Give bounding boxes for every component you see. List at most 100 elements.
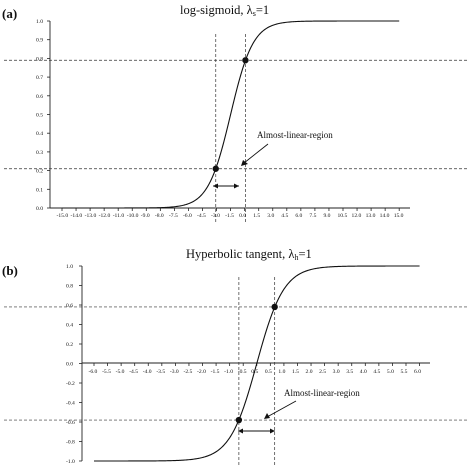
panel-a-annotation-pointer-head [241,160,248,166]
a-x-tick-label: 12.0 [352,213,362,219]
a-x-tick-label: 13.0 [366,213,376,219]
panel-b-annotation-label: Almost-linear-region [284,388,360,398]
panel-b-points [235,303,278,424]
a-y-tick-label: 0.8 [36,56,43,62]
b-x-tick-label: -4.5 [129,369,138,375]
a-marked-point [242,57,249,64]
a-x-tick-label: -15.0 [57,213,69,219]
a-x-tick-label: -14.0 [71,213,83,219]
b-y-tick-label: -0.4 [66,401,75,407]
a-x-tick-label: 1.5 [253,213,260,219]
a-x-tick-label: -13.0 [85,213,97,219]
a-y-tick-label: 0.7 [36,75,43,81]
b-x-tick-label: -2.5 [183,369,192,375]
b-y-tick-label: 0.4 [66,323,73,329]
a-x-tick-label: 7.5 [309,213,316,219]
b-x-tick-label: 6.0 [414,369,421,375]
a-x-tick-label: -11.0 [113,213,125,219]
b-x-tick-label: 2.0 [306,369,313,375]
a-x-tick-label: -1.5 [225,213,234,219]
b-x-tick-label: -1.5 [211,369,220,375]
b-x-tick-label: 4.5 [373,369,380,375]
b-x-tick-label: 1.5 [292,369,299,375]
panel-a-y-ticks: 1.0 0.9 0.8 0.7 0.6 0.5 0.4 0.3 0.2 0.1 0.0 [36,19,50,212]
panel-b: (b) Hyperbolic tangent, λh=1 1.0 0.8 0.6 0.… [2,247,468,467]
b-y-tick-label: 0.6 [66,303,73,309]
a-x-tick-label: 6.0 [295,213,302,219]
panel-a-region-arrow-right [234,183,239,189]
panel-b-annotation-pointer-head [264,413,270,419]
a-y-tick-label: 0.3 [36,150,43,156]
b-y-tick-label: 0.8 [66,284,73,290]
a-x-tick-label: 3.0 [267,213,274,219]
b-x-tick-label: -4.0 [143,369,152,375]
a-y-tick-label: 0.2 [36,169,43,175]
a-y-tick-label: 0.9 [36,38,43,44]
panel-a-title: log-sigmoid, λs=1 [180,3,269,18]
panel-b-annotation: Almost-linear-region [238,388,360,434]
b-x-tick-label: 3.5 [346,369,353,375]
a-x-tick-label: -9.0 [141,213,150,219]
b-y-tick-label: 0.0 [66,362,73,368]
b-x-tick-label: 1.0 [278,369,285,375]
b-x-tick-label: -3.0 [170,369,179,375]
panel-a-annotation-label: Almost-linear-region [257,130,333,140]
a-x-tick-label: -6.0 [183,213,192,219]
b-y-tick-label: -0.2 [66,381,75,387]
b-x-tick-label: -2.0 [197,369,206,375]
panel-a-points [212,57,249,172]
panel-b-annotation-pointer [266,400,297,418]
b-x-tick-label: 2.5 [319,369,326,375]
panel-a-guides [4,34,468,222]
panel-a-x-ticks: -15.0 -14.0 -13.0 -12.0 -11.0 -10.0 -9.0 -8.0 -7… [57,208,404,219]
a-x-tick-label: 10.5 [338,213,348,219]
b-x-tick-label: 0.5 [265,369,272,375]
b-marked-point [235,416,243,424]
panel-a-curve [62,20,400,209]
panel-a-annotation: Almost-linear-region [213,130,333,189]
a-marked-point [212,165,219,172]
panel-b-region-arrow-left [238,428,243,434]
b-x-tick-label: -3.5 [156,369,165,375]
b-y-tick-label: -0.6 [66,420,75,426]
a-x-tick-label: -12.0 [99,213,111,219]
b-y-tick-label: 1.0 [66,264,73,270]
b-x-tick-label: 4.0 [360,369,367,375]
panel-b-guides [4,277,468,467]
a-y-tick-label: 0.5 [36,113,43,119]
b-marked-point [271,303,278,311]
a-x-tick-label: -8.0 [155,213,164,219]
b-x-tick-label: 5.5 [400,369,407,375]
a-x-tick-label: -4.5 [197,213,206,219]
a-x-tick-label: 9.0 [323,213,330,219]
b-x-tick-label: 5.0 [387,369,394,375]
a-y-tick-label: 1.0 [36,19,43,25]
a-y-tick-label: 0.0 [36,206,43,212]
b-x-tick-label: -1.0 [224,369,233,375]
panel-b-curve [94,265,420,462]
b-x-tick-label: -5.5 [102,369,111,375]
b-x-tick-label: 3.0 [333,369,340,375]
a-x-tick-label: -7.5 [169,213,178,219]
b-y-tick-label: -1.0 [66,459,75,465]
panel-b-x-ticks: -6.0 -5.5 -5.0 -4.5 -4.0 -3.5 -3.0 -2.5 -2.0 -1.5… [89,363,421,375]
b-x-tick-label: -6.0 [89,369,98,375]
b-x-tick-label: -0.5 [238,369,247,375]
a-x-tick-label: -10.0 [127,213,139,219]
a-x-tick-label: 4.5 [281,213,288,219]
b-x-tick-label: -5.0 [116,369,125,375]
panel-a-annotation-pointer [243,143,269,164]
a-y-tick-label: 0.1 [36,187,43,193]
panel-a-label: (a) [2,6,17,21]
a-x-tick-label: 14.0 [380,213,390,219]
panel-a-region-arrow-left [213,183,218,189]
b-y-tick-label: -0.8 [66,440,75,446]
panel-b-y-ticks: 1.0 0.8 0.6 0.4 0.2 0.0 -0.2 -0.4 -0.6 -0.8 -1.0 [66,264,82,465]
panel-b-title: Hyperbolic tangent, λh=1 [186,247,312,262]
a-y-tick-label: 0.4 [36,131,43,137]
panel-a: (a) log-sigmoid, λs=1 1.0 0.9 0.8 0.7 0.6 0.5… [2,3,468,222]
a-x-tick-label: 0.0 [239,213,246,219]
panel-b-region-arrow-right [270,428,275,434]
panel-b-label: (b) [2,263,18,278]
